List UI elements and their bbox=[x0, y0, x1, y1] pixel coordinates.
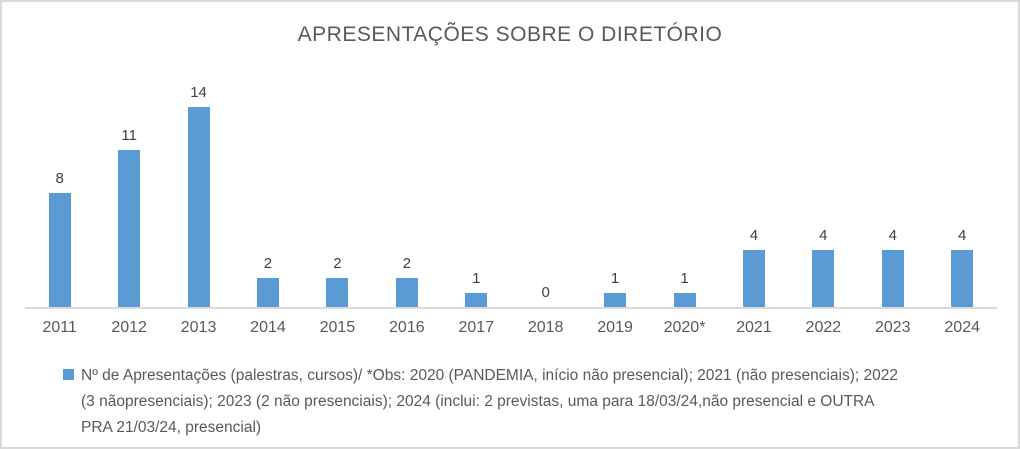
bar-column: 4 bbox=[719, 84, 788, 307]
legend-text: Nº de Apresentações (palestras, cursos)/… bbox=[81, 363, 981, 441]
bar-column: 2 bbox=[233, 84, 302, 307]
bar-2019 bbox=[604, 292, 627, 307]
bar-column: 8 bbox=[25, 84, 94, 307]
x-tick-label: 2015 bbox=[319, 319, 356, 336]
bar-2016 bbox=[395, 278, 418, 307]
bar-column: 4 bbox=[858, 84, 927, 307]
x-tick-label: 2019 bbox=[597, 319, 633, 336]
bar-2013 bbox=[187, 107, 210, 307]
data-label: 8 bbox=[55, 169, 64, 187]
x-tick-label: 2012 bbox=[111, 319, 147, 336]
bar-2017 bbox=[465, 292, 488, 307]
x-tick-label: 2011 bbox=[42, 319, 77, 336]
data-label: 4 bbox=[888, 226, 897, 244]
data-label: 2 bbox=[263, 255, 273, 273]
bar-column: 1 bbox=[442, 84, 511, 307]
plot-area: 8 11 14 2 2 2 1 0 1 1 4 4 4 4 bbox=[25, 84, 997, 307]
legend-marker-icon bbox=[63, 369, 74, 380]
bar-2011 bbox=[48, 192, 71, 307]
legend-line: Nº de Apresentações (palestras, cursos)/… bbox=[81, 367, 898, 384]
bar-2024 bbox=[951, 249, 974, 307]
data-label: 2 bbox=[402, 255, 411, 273]
bar-column: 0 bbox=[511, 84, 580, 307]
bar-2012 bbox=[118, 149, 141, 307]
bar-2015 bbox=[326, 278, 349, 307]
data-label: 1 bbox=[610, 269, 620, 287]
x-tick-label: 2018 bbox=[527, 319, 564, 336]
data-label: 14 bbox=[190, 84, 207, 101]
chart-title: APRESENTAÇÕES SOBRE O DIRETÓRIO bbox=[297, 23, 723, 46]
data-label: 4 bbox=[819, 226, 828, 244]
x-tick-label: 2024 bbox=[944, 319, 980, 336]
bar-column: 4 bbox=[789, 84, 858, 307]
data-label: 1 bbox=[680, 269, 689, 287]
bar-2014 bbox=[256, 278, 279, 307]
x-tick-label: 2022 bbox=[805, 319, 842, 336]
bar-column: 11 bbox=[94, 84, 163, 307]
bar-column: 2 bbox=[372, 84, 441, 307]
x-tick-label: 2021 bbox=[736, 319, 772, 336]
bar-2020* bbox=[673, 292, 696, 307]
bar-2023 bbox=[881, 249, 904, 307]
bar-2021 bbox=[742, 249, 765, 307]
x-tick-label: 2017 bbox=[458, 319, 495, 336]
legend: Nº de Apresentações (palestras, cursos)/… bbox=[63, 363, 981, 441]
x-tick-label: 2014 bbox=[250, 319, 286, 336]
bar-column: 1 bbox=[650, 84, 719, 307]
x-axis-line bbox=[25, 307, 997, 309]
x-tick-label: 2016 bbox=[389, 319, 425, 336]
x-tick-label: 2020* bbox=[663, 319, 706, 336]
x-tick-label: 2013 bbox=[180, 319, 217, 336]
data-label: 4 bbox=[958, 226, 967, 244]
data-label: 1 bbox=[472, 269, 481, 287]
bar-column: 2 bbox=[303, 84, 372, 307]
bar-2022 bbox=[812, 249, 835, 307]
bar-column: 14 bbox=[164, 84, 233, 307]
x-axis-labels: 2011 2012 2013 2014 2015 2016 2017 2018 2019 2020… bbox=[25, 319, 997, 337]
data-label: 0 bbox=[541, 284, 550, 301]
bar-column: 1 bbox=[580, 84, 649, 307]
x-tick-label: 2023 bbox=[874, 319, 911, 336]
bar-column: 4 bbox=[927, 84, 996, 307]
data-label: 2 bbox=[333, 255, 342, 273]
data-label: 11 bbox=[121, 126, 137, 144]
legend-line: (3 nãopresenciais); 2023 (2 não presenci… bbox=[81, 393, 875, 410]
data-label: 4 bbox=[749, 226, 759, 244]
legend-line: PRA 21/03/24, presencial) bbox=[81, 419, 262, 436]
